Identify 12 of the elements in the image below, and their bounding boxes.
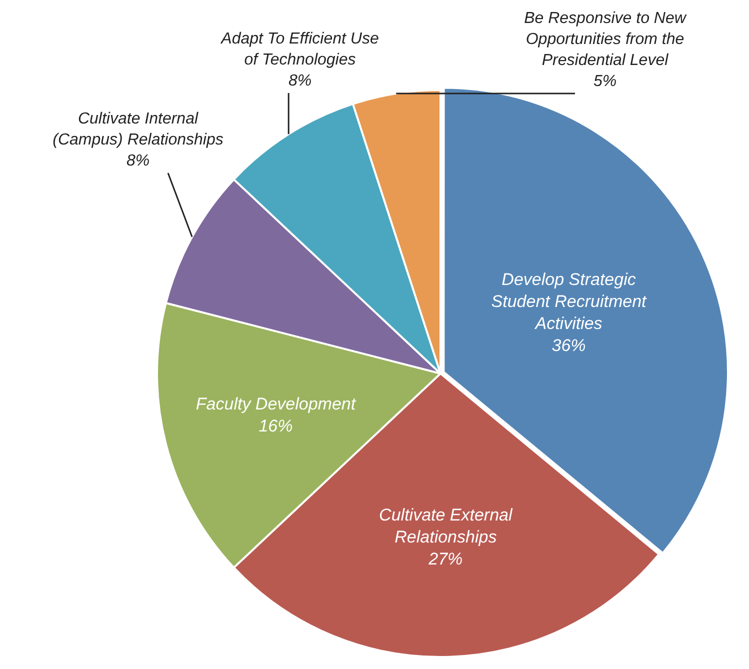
slice-label: Adapt To Efficient Use of Technologies bbox=[220, 30, 379, 68]
data-label: 5% bbox=[593, 72, 617, 90]
data-label: 16% bbox=[258, 416, 293, 436]
data-label: 8% bbox=[288, 72, 312, 90]
slice-label: Be Responsive to New Opportunities from the Presidential Level bbox=[524, 10, 688, 69]
slice-label: Faculty Development bbox=[196, 394, 357, 414]
slice-label: Cultivate External Relationships bbox=[379, 506, 514, 547]
data-label: 36% bbox=[552, 336, 586, 355]
data-label: 8% bbox=[126, 152, 150, 170]
data-label: 27% bbox=[428, 550, 463, 569]
slice-label: Develop Strategic Student Recruitment Activities bbox=[491, 270, 648, 333]
slice-label: Cultivate Internal (Campus) Relationships bbox=[52, 110, 224, 148]
